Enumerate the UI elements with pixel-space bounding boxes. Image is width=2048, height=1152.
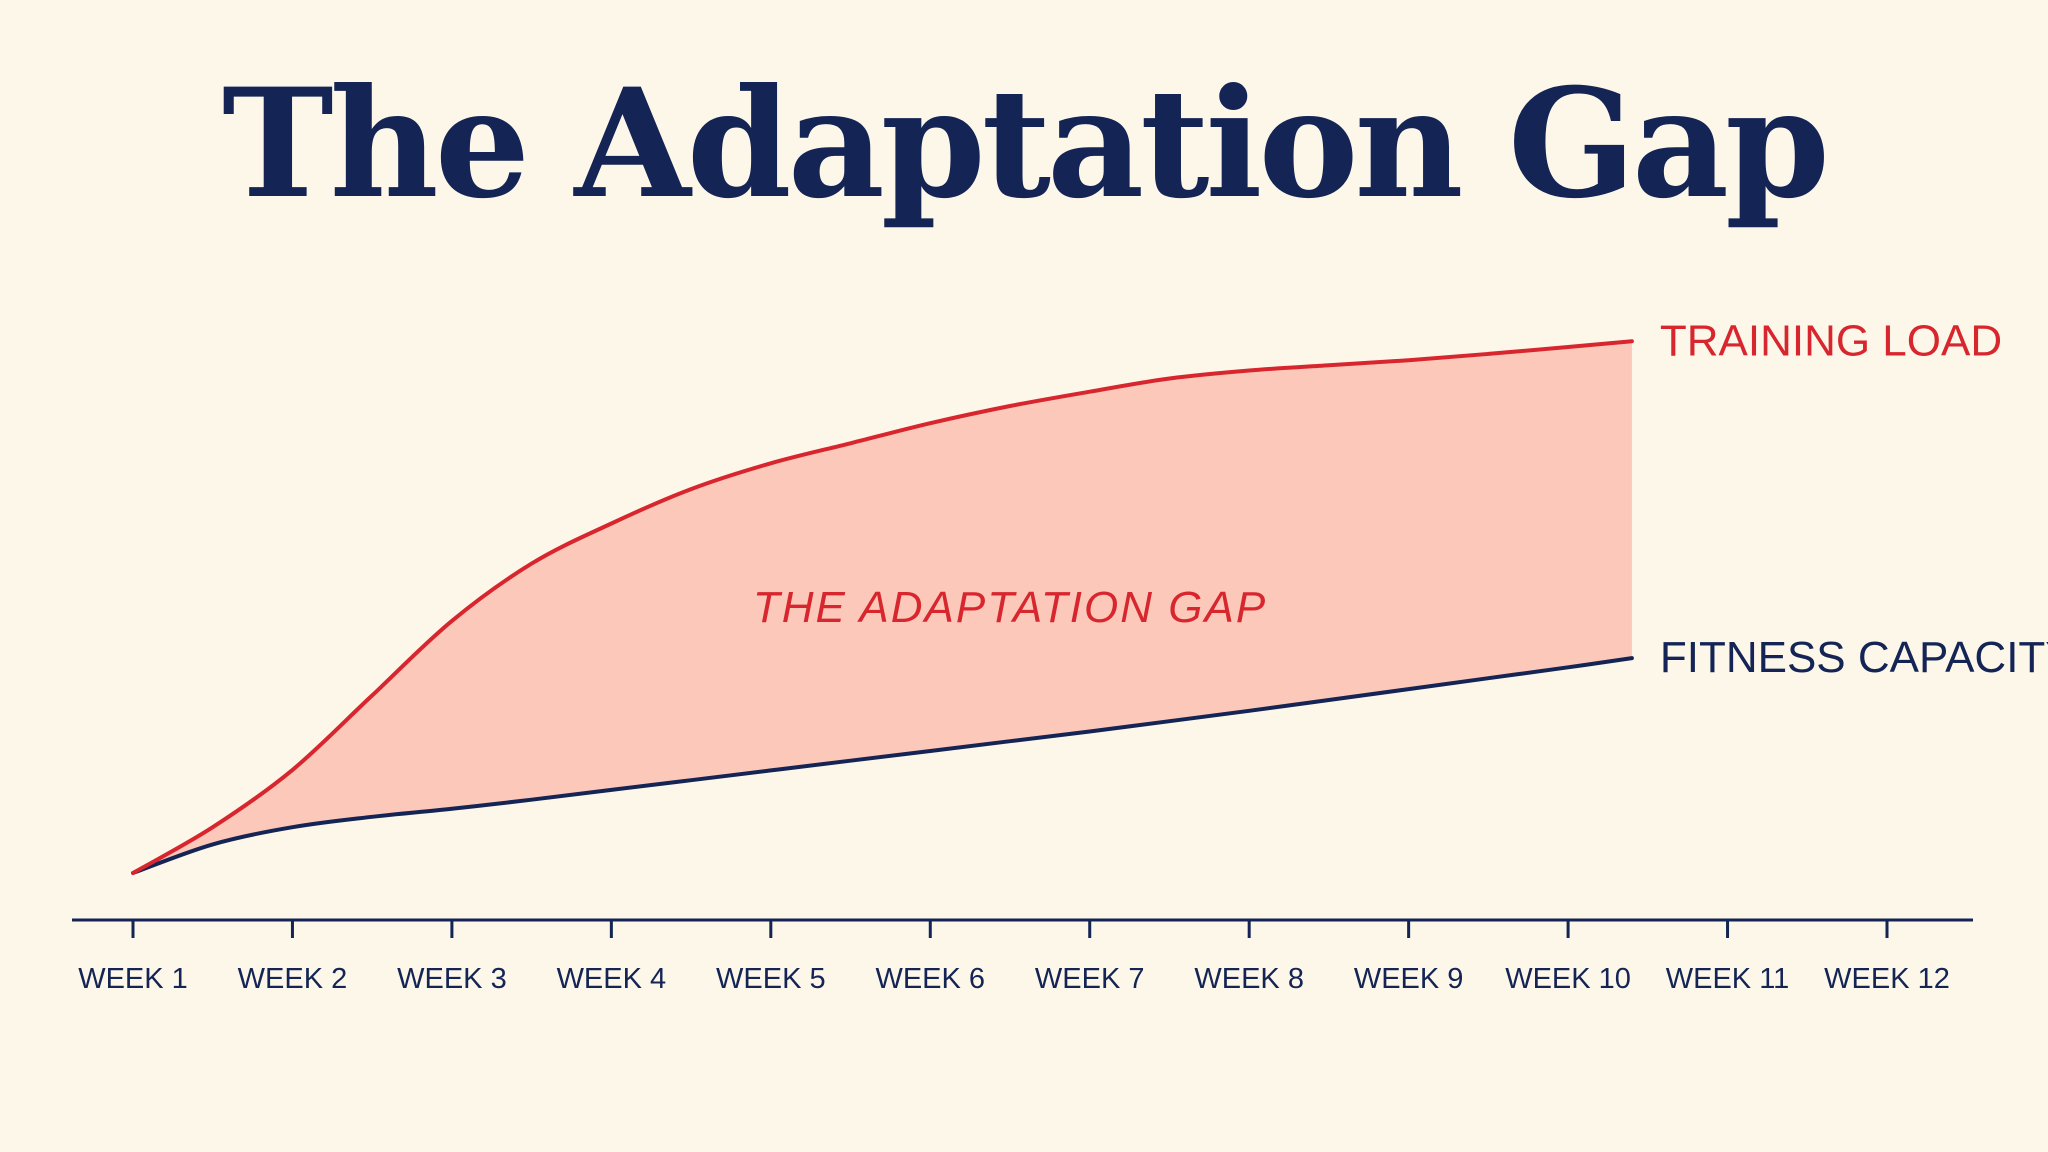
x-tick-label: WEEK 4 [557,963,667,995]
fitness-capacity-label: FITNESS CAPACITY [1660,633,2048,682]
x-tick-label: WEEK 8 [1194,963,1304,995]
x-tick-label: WEEK 6 [875,963,985,995]
x-tick-label: WEEK 1 [78,963,188,995]
x-tick-label: WEEK 10 [1505,963,1631,995]
x-axis-ticks: WEEK 1 WEEK 2 WEEK 3 WEEK 4 WEEK 5 WEEK 6 WEEK… [78,920,1950,995]
x-tick-label: WEEK 9 [1354,963,1464,995]
x-tick-label: WEEK 7 [1035,963,1145,995]
page-title: The Adaptation Gap [222,56,1830,232]
fitness-capacity-line [131,656,1634,875]
x-tick-label: WEEK 11 [1666,963,1790,995]
x-tick-label: WEEK 12 [1824,963,1950,995]
adaptation-gap-area [133,341,1632,873]
x-tick-label: WEEK 2 [238,963,348,995]
x-tick-label: WEEK 5 [716,963,826,995]
adaptation-gap-annotation: THE ADAPTATION GAP [753,583,1267,632]
training-load-line [131,339,1634,875]
training-load-label: TRAINING LOAD [1660,316,2002,365]
x-tick-label: WEEK 3 [397,963,507,995]
